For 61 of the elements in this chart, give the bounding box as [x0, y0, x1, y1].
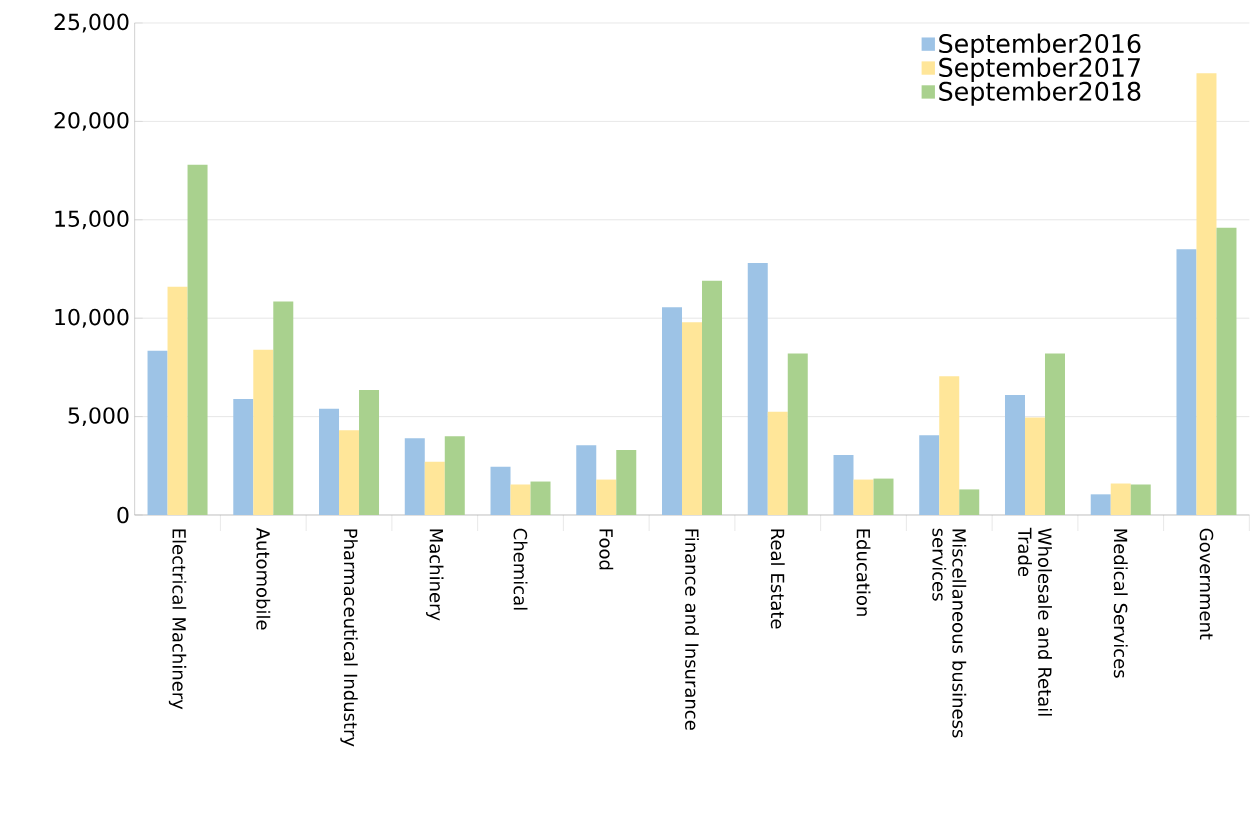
x-tick-label: Automobile [256, 527, 271, 630]
x-tick-label: Chemical [513, 528, 528, 610]
x-tick-label: Medical Services [1113, 529, 1128, 678]
x-tick-label: Electrical Machinery [168, 529, 187, 710]
bar [747, 263, 768, 515]
y-tick-label: 20,000 [54, 111, 129, 131]
bar [359, 390, 380, 515]
bar [873, 478, 894, 515]
bar [253, 349, 274, 515]
bar [616, 450, 637, 515]
bar [959, 489, 980, 515]
y-tick-label: 0 [117, 506, 129, 524]
bar [1090, 494, 1111, 515]
bar [444, 436, 465, 515]
bar [833, 454, 854, 515]
bar [510, 484, 531, 515]
bar [702, 280, 723, 515]
bar [662, 307, 683, 515]
x-tick-label: Education [856, 529, 871, 616]
x-tick-label: Government [1199, 528, 1214, 640]
y-tick-label: 25,000 [54, 13, 129, 33]
bar [404, 438, 425, 515]
legend-label: September2016 [939, 33, 1141, 59]
bar [490, 466, 511, 515]
bar [576, 445, 597, 515]
bar [339, 430, 360, 515]
bar [530, 481, 551, 515]
x-tick-label: Food [599, 529, 614, 570]
bar [939, 376, 960, 515]
bar [273, 301, 294, 515]
bar [187, 164, 208, 515]
y-tick-label: 15,000 [55, 210, 129, 230]
legend-label: September2017 [939, 57, 1140, 82]
bar [682, 322, 703, 515]
bar [853, 479, 874, 515]
bar [596, 479, 617, 515]
bar [1110, 483, 1131, 515]
bar [1216, 227, 1237, 515]
bar [1196, 73, 1217, 515]
y-tick-label: 5,000 [68, 407, 129, 427]
bar [147, 350, 168, 515]
bar [1024, 417, 1045, 515]
bar [1130, 484, 1151, 515]
bar [1176, 249, 1197, 515]
bar [767, 411, 788, 515]
x-tick-label: Machinery [426, 529, 444, 621]
x-tick-label: Miscellaneous business services [932, 528, 967, 738]
bar [1004, 394, 1025, 515]
bar [787, 353, 808, 515]
x-tick-label: Finance and Insurance [685, 529, 699, 730]
bar [1044, 353, 1065, 515]
x-tick-label: Real Estate [770, 529, 785, 629]
bar [167, 286, 188, 515]
bar [319, 408, 340, 515]
y-tick-label: 10,000 [55, 308, 129, 328]
bar [919, 435, 940, 515]
x-tick-label: Pharmaceutical Industry [340, 529, 358, 747]
bar [233, 398, 254, 515]
x-tick-label: Wholesale and Retail Trade [1018, 527, 1052, 716]
bar [424, 461, 445, 515]
legend-label: September2018 [939, 81, 1141, 106]
